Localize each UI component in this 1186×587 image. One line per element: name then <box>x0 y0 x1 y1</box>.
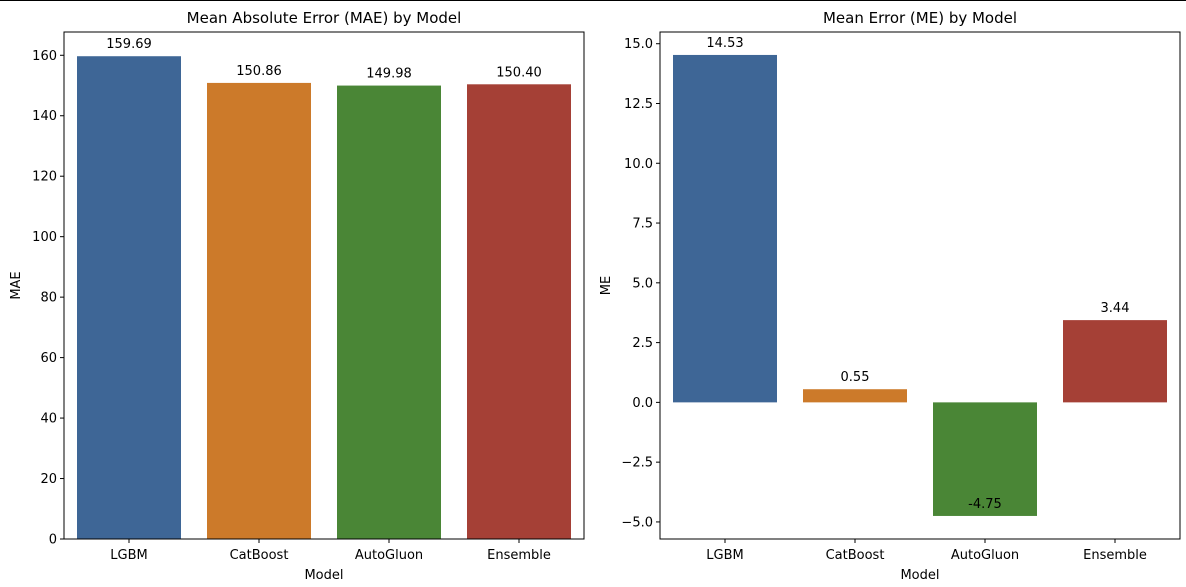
y-tick-label: 0.0 <box>632 396 653 411</box>
y-tick-label: 2.5 <box>632 336 653 351</box>
x-tick-label: CatBoost <box>230 548 289 563</box>
y-tick-label: 60 <box>40 351 57 366</box>
chart-title: Mean Error (ME) by Model <box>823 9 1017 27</box>
y-tick-label: 15.0 <box>624 37 653 52</box>
y-tick-label: −5.0 <box>621 515 653 530</box>
x-axis-label: Model <box>900 568 939 583</box>
y-tick-label: 160 <box>32 49 57 64</box>
y-tick-label: 80 <box>40 291 57 306</box>
data-label: 150.86 <box>236 64 282 79</box>
plot-frame <box>63 31 585 540</box>
y-axis-label: MAE <box>9 271 24 299</box>
data-label: -4.75 <box>968 497 1002 512</box>
y-tick-label: 10.0 <box>624 157 653 172</box>
x-tick-label: AutoGluon <box>951 548 1019 563</box>
bar-autogluon <box>933 402 1037 516</box>
data-label: 3.44 <box>1101 301 1130 316</box>
x-tick-label: CatBoost <box>826 548 885 563</box>
y-tick-label: 40 <box>40 412 57 427</box>
y-tick-label: 12.5 <box>624 97 653 112</box>
y-tick-label: 0 <box>49 533 57 548</box>
y-tick-label: 100 <box>32 230 57 245</box>
y-axis-label: ME <box>599 276 614 295</box>
bar-ensemble <box>1063 320 1167 403</box>
x-tick-label: LGBM <box>110 548 147 563</box>
plot-frame <box>659 31 1181 540</box>
data-label: 0.55 <box>841 370 870 385</box>
y-tick-label: 5.0 <box>632 276 653 291</box>
data-label: 149.98 <box>366 67 412 82</box>
y-tick-label: 140 <box>32 109 57 124</box>
bar-lgbm <box>673 54 777 403</box>
y-tick-label: 7.5 <box>632 217 653 232</box>
y-tick-label: 120 <box>32 170 57 185</box>
x-tick-label: AutoGluon <box>355 548 423 563</box>
bar-ensemble <box>467 84 571 540</box>
bar-catboost <box>207 82 311 539</box>
bar-autogluon <box>337 85 441 539</box>
data-label: 14.53 <box>706 36 743 51</box>
data-label: 150.40 <box>496 65 542 80</box>
x-tick-label: Ensemble <box>487 548 551 563</box>
y-tick-label: −2.5 <box>621 456 653 471</box>
data-label: 159.69 <box>106 37 152 52</box>
x-tick-label: Ensemble <box>1083 548 1147 563</box>
y-tick-label: 20 <box>40 472 57 487</box>
bar-lgbm <box>77 56 181 539</box>
x-tick-label: LGBM <box>706 548 743 563</box>
bar-catboost <box>803 389 907 403</box>
chart-title: Mean Absolute Error (MAE) by Model <box>187 9 462 27</box>
top-border-line <box>0 0 1186 1</box>
x-axis-label: Model <box>304 568 343 583</box>
